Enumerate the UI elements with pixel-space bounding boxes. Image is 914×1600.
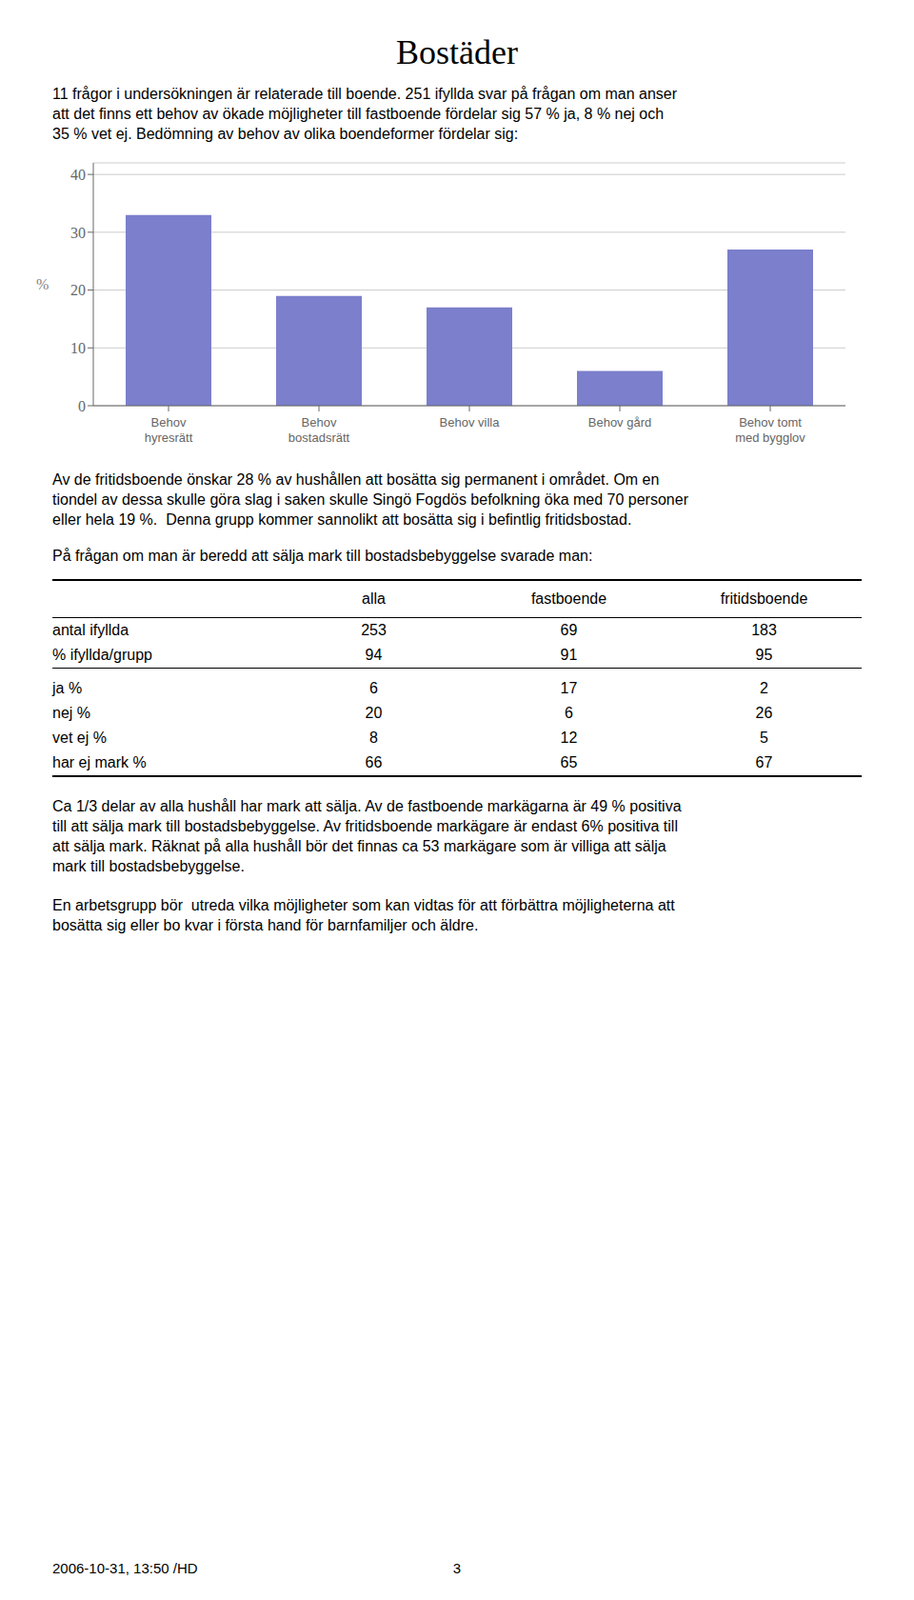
html-text:fastboende: fastboende [531, 590, 607, 607]
html-text:3: 3 [453, 1559, 461, 1576]
svg-text:Behovhyresrätt: Behovhyresrätt [144, 415, 194, 445]
html-text:17: 17 [560, 679, 578, 696]
html-text:35 % vet ej. Bedömning av beho: 35 % vet ej. Bedömning av behov av olika… [52, 125, 519, 142]
html-text:69: 69 [560, 621, 578, 638]
html-text:eller hela 19 %. Denna grupp k: eller hela 19 %. Denna grupp kommer sann… [52, 511, 632, 528]
html-text:2: 2 [759, 679, 769, 696]
html-text:253: 253 [360, 621, 387, 638]
html-text:26: 26 [755, 704, 773, 721]
html-text:Av de fritidsboende önskar 28: Av de fritidsboende önskar 28 % av hushå… [52, 471, 660, 488]
html-text:antal ifyllda: antal ifyllda [52, 621, 129, 638]
html-text:Ca 1/3 delar av alla hushåll h: Ca 1/3 delar av alla hushåll har mark at… [52, 797, 682, 815]
html-text:66: 66 [365, 754, 383, 771]
html-text:har ej mark %: har ej mark % [52, 754, 147, 771]
html-text:bosätta sig eller bo kvar i fö: bosätta sig eller bo kvar i första hand … [52, 916, 479, 934]
html-text:att det finns ett behov av öka: att det finns ett behov av ökade möjligh… [52, 105, 664, 122]
svg-text:Behov villa: Behov villa [439, 415, 501, 430]
html-text:91: 91 [560, 646, 578, 663]
html-text:5: 5 [759, 729, 769, 746]
html-text:20: 20 [365, 704, 383, 721]
html-text:mark till bostadsbebyggelse.: mark till bostadsbebyggelse. [52, 857, 245, 875]
html-text:65: 65 [560, 754, 578, 771]
svg-text:Behovbostadsrätt: Behovbostadsrätt [288, 415, 351, 445]
html-text:6: 6 [564, 704, 574, 721]
html-text:94: 94 [365, 646, 383, 663]
svg-text:0: 0 [78, 397, 86, 415]
html-text:tiondel av dessa skulle göra s: tiondel av dessa skulle göra slag i sake… [52, 491, 689, 508]
svg-text:30: 30 [70, 224, 86, 241]
html-text:Bostäder: Bostäder [396, 33, 518, 72]
svg-text:Behov gård: Behov gård [588, 415, 653, 430]
html-text:ja %: ja % [52, 679, 82, 696]
html-text:12: 12 [560, 729, 578, 746]
html-text:På frågan om man är beredd att: På frågan om man är beredd att sälja mar… [52, 547, 593, 564]
html-text:11 frågor i undersökningen är: 11 frågor i undersökningen är relaterade… [52, 85, 678, 102]
html-text:vet ej %: vet ej % [52, 729, 107, 746]
html-text:67: 67 [755, 754, 773, 771]
html-text:till att sälja mark till bosta: till att sälja mark till bostadsbebyggel… [52, 817, 678, 835]
html-text:183: 183 [751, 621, 777, 638]
html-text:2006-10-31, 13:50 /HD: 2006-10-31, 13:50 /HD [52, 1559, 198, 1576]
html-text:En arbetsgrupp bör utreda vilk: En arbetsgrupp bör utreda vilka möjlighe… [52, 896, 675, 914]
svg-text:20: 20 [70, 281, 86, 299]
svg-text:%: % [36, 276, 49, 293]
html-text:8: 8 [369, 729, 378, 746]
html-text:6: 6 [369, 679, 378, 696]
html-text:% ifyllda/grupp: % ifyllda/grupp [52, 646, 153, 663]
svg-text:40: 40 [70, 166, 86, 183]
svg-text:Behov tomtmed bygglov: Behov tomtmed bygglov [735, 415, 806, 445]
html-text:att sälja mark. Räknat på alla: att sälja mark. Räknat på alla hushåll b… [52, 837, 667, 855]
html-text:95: 95 [755, 646, 773, 663]
html-text:nej %: nej % [52, 704, 91, 721]
svg-text:10: 10 [70, 339, 86, 357]
html-text:fritidsboende: fritidsboende [720, 590, 808, 607]
html-text:alla: alla [361, 590, 386, 607]
